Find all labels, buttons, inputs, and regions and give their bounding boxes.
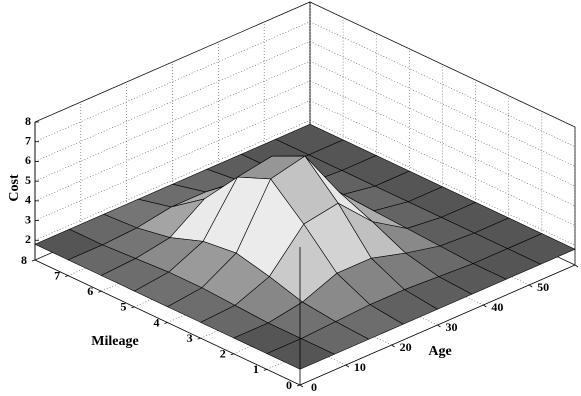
z-axis-label: Cost [7, 174, 22, 202]
grid-line [34, 120, 311, 241]
y-tick [98, 290, 102, 293]
x-tick [528, 284, 533, 288]
y-tick-label: 1 [253, 362, 259, 376]
x-tick-label: 50 [537, 280, 549, 294]
surface-cell [266, 338, 336, 370]
grid-line [309, 41, 576, 167]
y-tick [197, 337, 201, 340]
z-tick-label: 5 [25, 173, 31, 187]
z-tick-label: 2 [25, 232, 31, 246]
x-tick-label: 20 [400, 340, 412, 354]
y-tick-label: 8 [21, 253, 27, 267]
y-tick [230, 353, 234, 356]
x-tick [437, 324, 441, 328]
y-tick-label: 2 [220, 347, 226, 361]
y-tick [64, 275, 69, 278]
y-tick [263, 368, 268, 371]
grid-line [34, 80, 311, 202]
grid-line [309, 60, 576, 187]
grid-line [309, 21, 576, 147]
z-tick-label: 6 [25, 153, 31, 167]
y-tick-label: 3 [187, 331, 193, 345]
grid-line [309, 80, 576, 207]
x-tick [574, 264, 579, 268]
x-tick [299, 384, 304, 388]
z-tick-label: 8 [25, 114, 31, 128]
y-tick [131, 306, 135, 309]
grid-line [34, 21, 311, 142]
grid-line [34, 1, 311, 123]
y-tick-label: 7 [54, 268, 60, 282]
x-tick [345, 364, 350, 368]
x-tick-label: 30 [446, 320, 458, 334]
y-tick [296, 384, 301, 387]
grid-line [309, 1, 576, 128]
grid-line [309, 100, 576, 226]
axes: 01020304050600123456782345678 [21, 114, 579, 394]
y-tick-label: 6 [87, 284, 93, 298]
x-tick [391, 344, 395, 348]
x-tick-label: 40 [491, 300, 503, 314]
x-tick [483, 304, 487, 308]
y-tick [164, 322, 168, 324]
x-axis-label: Age [428, 344, 451, 359]
x-tick-label: 0 [311, 380, 317, 394]
y-axis-label: Mileage [91, 334, 138, 349]
z-tick-label: 3 [25, 212, 31, 226]
y-tick [31, 259, 36, 262]
y-tick-label: 0 [286, 378, 292, 392]
grid-line [309, 120, 576, 246]
grid-line [34, 41, 311, 162]
y-tick-label: 5 [120, 300, 126, 314]
z-tick-label: 4 [25, 193, 31, 207]
x-tick-label: 10 [354, 360, 366, 374]
z-tick-label: 7 [25, 133, 31, 147]
y-tick-label: 4 [154, 315, 160, 329]
surface [34, 123, 576, 370]
